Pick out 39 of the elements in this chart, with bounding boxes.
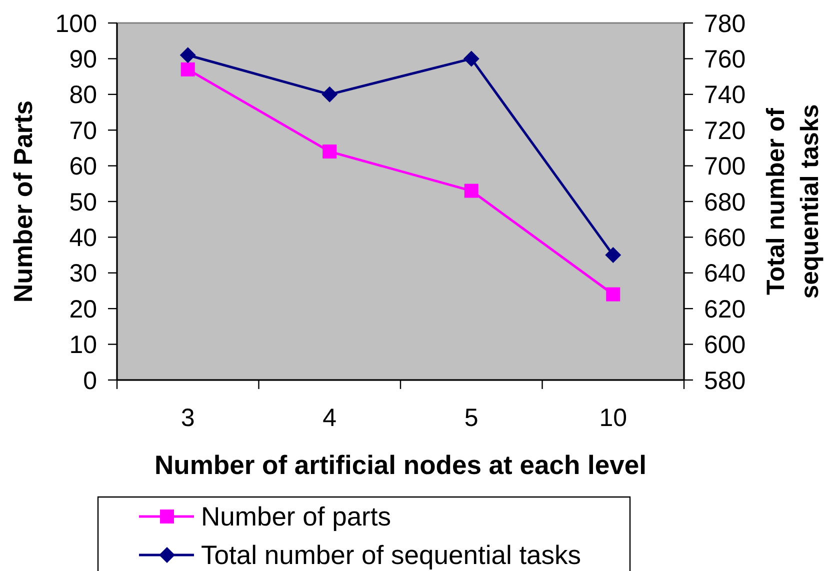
y2-tick-label: 760 bbox=[704, 45, 746, 74]
y-axis-title: Number of Parts bbox=[8, 100, 38, 303]
y2-tick-label: 680 bbox=[704, 188, 746, 216]
x-tick-label: 10 bbox=[599, 404, 628, 432]
point bbox=[322, 86, 338, 102]
point bbox=[463, 50, 480, 67]
legend-label: Total number of sequential tasks bbox=[201, 540, 582, 570]
y-tick-label: 60 bbox=[69, 152, 97, 181]
y-tick-label: 20 bbox=[69, 295, 97, 324]
point bbox=[180, 47, 196, 64]
y2-tick-label: 720 bbox=[704, 116, 746, 145]
point bbox=[464, 184, 478, 198]
point bbox=[605, 247, 622, 264]
y-tick-label: 0 bbox=[83, 366, 97, 395]
y2-tick-label: 620 bbox=[704, 295, 746, 324]
y-tick-label: 80 bbox=[69, 81, 97, 110]
y2-tick-label: 780 bbox=[704, 10, 746, 38]
y2-axis-title: Total number of sequential tasks bbox=[762, 104, 824, 299]
point bbox=[606, 287, 620, 302]
y-tick-label: 40 bbox=[69, 224, 97, 252]
x-axis-title: Number of artificial nodes at each level bbox=[154, 450, 646, 480]
y2-tick-label: 640 bbox=[704, 260, 746, 288]
x-tick-label: 4 bbox=[322, 404, 337, 432]
y-tick-label: 30 bbox=[69, 260, 97, 288]
y2-tick-label: 580 bbox=[704, 366, 746, 395]
y-tick-label: 100 bbox=[55, 10, 97, 38]
x-tick-label: 5 bbox=[464, 404, 478, 432]
y2-tick-label: 660 bbox=[704, 224, 746, 252]
y-tick-label: 50 bbox=[69, 188, 97, 216]
y-tick-label: 10 bbox=[69, 331, 97, 360]
point bbox=[322, 144, 337, 159]
y-tick-label: 70 bbox=[69, 116, 97, 145]
y2-tick-label: 700 bbox=[704, 152, 746, 181]
y2-tick-label: 740 bbox=[704, 81, 746, 110]
y-tick-label: 90 bbox=[69, 45, 97, 74]
x-tick-label: 3 bbox=[180, 404, 195, 432]
legend-label: Number of parts bbox=[201, 502, 391, 532]
y2-tick-label: 600 bbox=[704, 331, 746, 360]
point bbox=[180, 62, 195, 76]
